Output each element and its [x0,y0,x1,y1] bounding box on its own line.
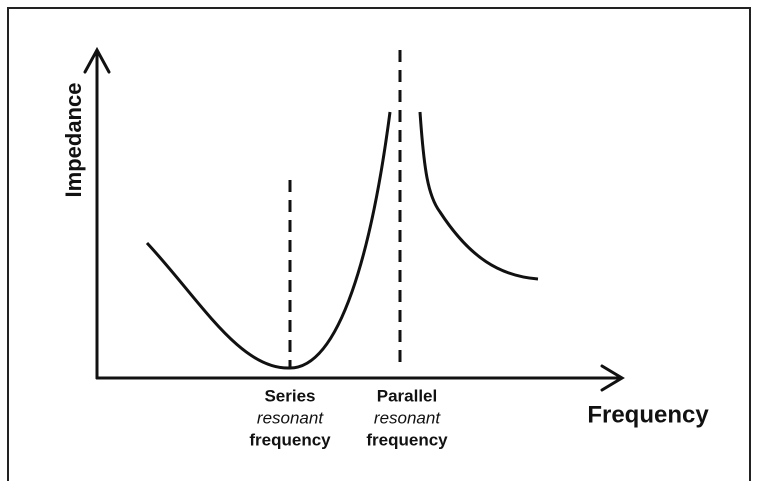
annotation-line: resonant [374,408,441,427]
x-label: Frequency [587,401,709,428]
annotation-line: Parallel [377,386,438,405]
annotation-line: frequency [249,430,331,449]
annotation-line: frequency [366,430,448,449]
curve-left [145,111,392,370]
frame [7,7,751,481]
y-label: Impedance [61,83,86,198]
annotation-line: Series [264,386,315,405]
curve [145,111,539,370]
markers [288,50,402,368]
x-arrow [600,364,625,392]
annotation-line: resonant [257,408,324,427]
axes [83,46,625,392]
y-arrow [83,46,111,74]
curve-right [418,111,539,281]
